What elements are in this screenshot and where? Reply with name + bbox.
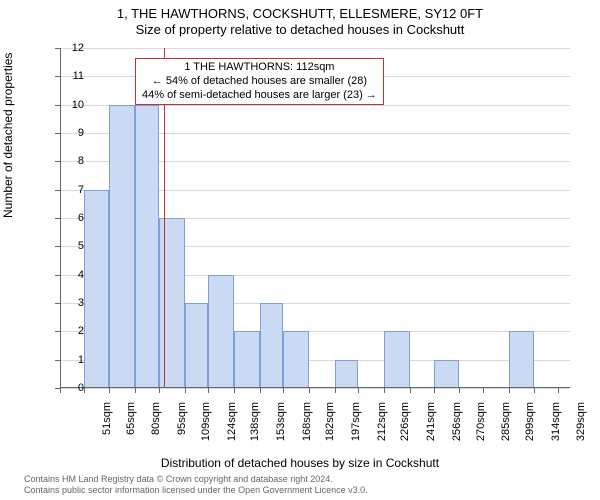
x-tick-mark: [234, 388, 235, 393]
histogram-bar: [109, 105, 135, 388]
histogram-bar: [185, 303, 209, 388]
x-tick-label: 241sqm: [425, 402, 437, 452]
histogram-bar: [208, 275, 234, 388]
y-tick-label: 11: [60, 70, 84, 82]
x-tick-mark: [509, 388, 510, 393]
x-tick-mark: [208, 388, 209, 393]
x-tick-label: 329sqm: [575, 402, 587, 452]
title-line-1: 1, THE HAWTHORNS, COCKSHUTT, ELLESMERE, …: [0, 6, 600, 22]
x-tick-label: 138sqm: [249, 402, 261, 452]
x-tick-label: 256sqm: [451, 402, 463, 452]
gridline: [60, 48, 570, 49]
title-line-2: Size of property relative to detached ho…: [0, 22, 600, 38]
gridline: [60, 388, 570, 389]
histogram-bar: [509, 331, 535, 388]
x-tick-mark: [358, 388, 359, 393]
x-tick-mark: [335, 388, 336, 393]
y-tick-label: 8: [60, 155, 84, 167]
histogram-bar: [135, 105, 159, 388]
x-tick-label: 65sqm: [125, 402, 137, 452]
x-tick-mark: [534, 388, 535, 393]
x-tick-label: 197sqm: [350, 402, 362, 452]
x-tick-label: 51sqm: [101, 402, 113, 452]
x-tick-label: 299sqm: [524, 402, 536, 452]
x-tick-mark: [459, 388, 460, 393]
annotation-line-3: 44% of semi-detached houses are larger (…: [142, 89, 377, 103]
x-tick-label: 124sqm: [226, 402, 238, 452]
y-tick-label: 9: [60, 127, 84, 139]
x-tick-mark: [434, 388, 435, 393]
x-tick-label: 153sqm: [275, 402, 287, 452]
x-tick-label: 95sqm: [176, 402, 188, 452]
annotation-line-1: 1 THE HAWTHORNS: 112sqm: [142, 61, 377, 75]
footer-line-2: Contains public sector information licen…: [24, 485, 368, 496]
x-tick-label: 168sqm: [301, 402, 313, 452]
x-tick-mark: [283, 388, 284, 393]
histogram-bar: [159, 218, 185, 388]
y-axis-title: Number of detached properties: [1, 53, 15, 218]
annotation-box: 1 THE HAWTHORNS: 112sqm ← 54% of detache…: [135, 58, 384, 105]
x-axis-title: Distribution of detached houses by size …: [0, 456, 600, 470]
x-tick-mark: [185, 388, 186, 393]
histogram-bar: [384, 331, 410, 388]
chart-area: 1 THE HAWTHORNS: 112sqm ← 54% of detache…: [60, 48, 570, 388]
x-tick-label: 226sqm: [399, 402, 411, 452]
x-tick-mark: [384, 388, 385, 393]
x-tick-mark: [84, 388, 85, 393]
histogram-bar: [260, 303, 284, 388]
x-tick-mark: [159, 388, 160, 393]
y-tick-label: 12: [60, 42, 84, 54]
x-tick-mark: [558, 388, 559, 393]
y-tick-label: 5: [60, 240, 84, 252]
histogram-bar: [283, 331, 309, 388]
x-tick-mark: [109, 388, 110, 393]
histogram-bar: [84, 190, 110, 388]
x-tick-mark: [260, 388, 261, 393]
x-tick-label: 314sqm: [550, 402, 562, 452]
footer-line-1: Contains HM Land Registry data © Crown c…: [24, 474, 368, 485]
x-tick-label: 285sqm: [500, 402, 512, 452]
histogram-bar: [234, 331, 260, 388]
histogram-bar: [335, 360, 359, 388]
y-tick-label: 1: [60, 354, 84, 366]
chart-title-block: 1, THE HAWTHORNS, COCKSHUTT, ELLESMERE, …: [0, 0, 600, 39]
x-tick-label: 109sqm: [200, 402, 212, 452]
y-tick-label: 2: [60, 325, 84, 337]
x-axis-line: [60, 387, 570, 388]
x-tick-mark: [410, 388, 411, 393]
x-tick-label: 212sqm: [376, 402, 388, 452]
histogram-bar: [434, 360, 460, 388]
y-tick-label: 3: [60, 297, 84, 309]
x-tick-label: 182sqm: [324, 402, 336, 452]
x-tick-label: 270sqm: [475, 402, 487, 452]
x-tick-label: 80sqm: [150, 402, 162, 452]
y-tick-label: 7: [60, 184, 84, 196]
x-tick-mark: [483, 388, 484, 393]
y-tick-label: 10: [60, 99, 84, 111]
x-tick-mark: [309, 388, 310, 393]
y-tick-label: 6: [60, 212, 84, 224]
y-tick-label: 4: [60, 269, 84, 281]
footer: Contains HM Land Registry data © Crown c…: [24, 474, 368, 496]
x-tick-mark: [135, 388, 136, 393]
y-tick-label: 0: [60, 382, 84, 394]
annotation-line-2: ← 54% of detached houses are smaller (28…: [142, 75, 377, 89]
